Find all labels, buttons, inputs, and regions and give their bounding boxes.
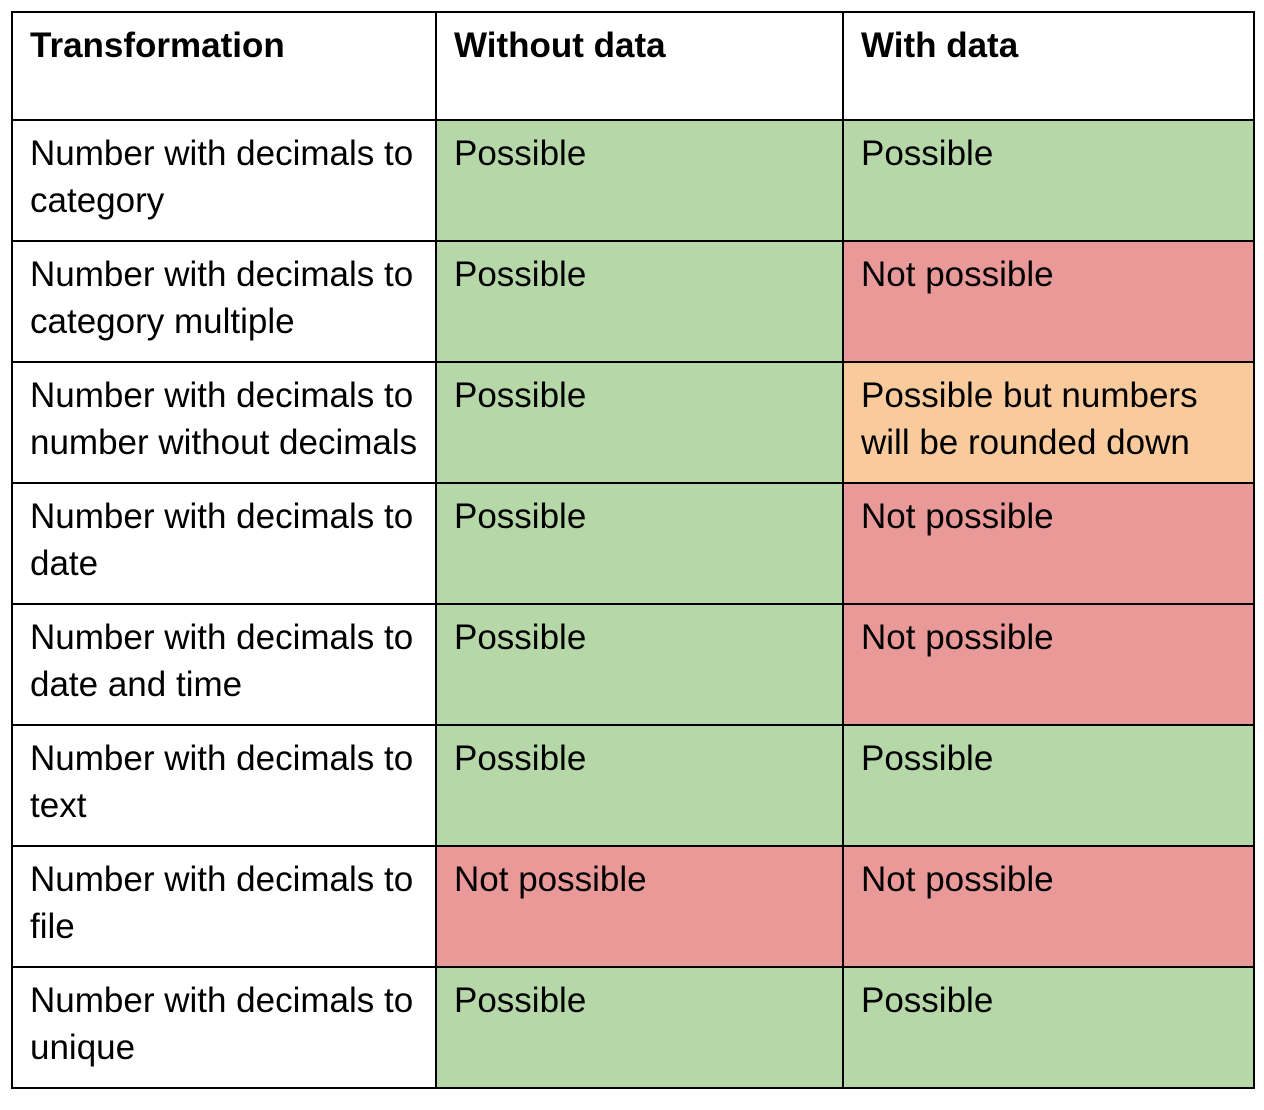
without-data-cell: Possible (435, 361, 844, 484)
table-row: Number with decimals to text Possible Po… (11, 724, 1255, 847)
table-row: Number with decimals to category Possibl… (11, 119, 1255, 242)
transformation-table-wrap: Transformation Without data With data Nu… (11, 11, 1255, 1089)
transformation-cell: Number with decimals to date (11, 482, 437, 605)
with-data-cell: Possible but numbers will be rounded dow… (842, 361, 1255, 484)
without-data-cell: Possible (435, 603, 844, 726)
column-header-with-data: With data (842, 11, 1255, 121)
with-data-cell: Possible (842, 966, 1255, 1089)
without-data-cell: Possible (435, 482, 844, 605)
with-data-cell: Possible (842, 119, 1255, 242)
without-data-cell: Possible (435, 119, 844, 242)
column-header-transformation: Transformation (11, 11, 437, 121)
transformation-cell: Number with decimals to category multipl… (11, 240, 437, 363)
table-row: Number with decimals to unique Possible … (11, 966, 1255, 1089)
without-data-cell: Not possible (435, 845, 844, 968)
with-data-cell: Not possible (842, 482, 1255, 605)
without-data-cell: Possible (435, 966, 844, 1089)
column-header-without-data: Without data (435, 11, 844, 121)
table-row: Number with decimals to date and time Po… (11, 603, 1255, 726)
table-row: Number with decimals to file Not possibl… (11, 845, 1255, 968)
transformation-cell: Number with decimals to file (11, 845, 437, 968)
transformation-cell: Number with decimals to text (11, 724, 437, 847)
transformation-cell: Number with decimals to unique (11, 966, 437, 1089)
transformation-cell: Number with decimals to date and time (11, 603, 437, 726)
with-data-cell: Not possible (842, 845, 1255, 968)
with-data-cell: Possible (842, 724, 1255, 847)
table-body: Number with decimals to category Possibl… (11, 119, 1255, 1089)
table-header: Transformation Without data With data (11, 11, 1255, 121)
transformation-cell: Number with decimals to category (11, 119, 437, 242)
with-data-cell: Not possible (842, 240, 1255, 363)
table-row: Number with decimals to date Possible No… (11, 482, 1255, 605)
with-data-cell: Not possible (842, 603, 1255, 726)
without-data-cell: Possible (435, 724, 844, 847)
transformation-table: Transformation Without data With data Nu… (11, 11, 1255, 1089)
without-data-cell: Possible (435, 240, 844, 363)
header-row: Transformation Without data With data (11, 11, 1255, 121)
transformation-cell: Number with decimals to number without d… (11, 361, 437, 484)
table-row: Number with decimals to number without d… (11, 361, 1255, 484)
table-row: Number with decimals to category multipl… (11, 240, 1255, 363)
